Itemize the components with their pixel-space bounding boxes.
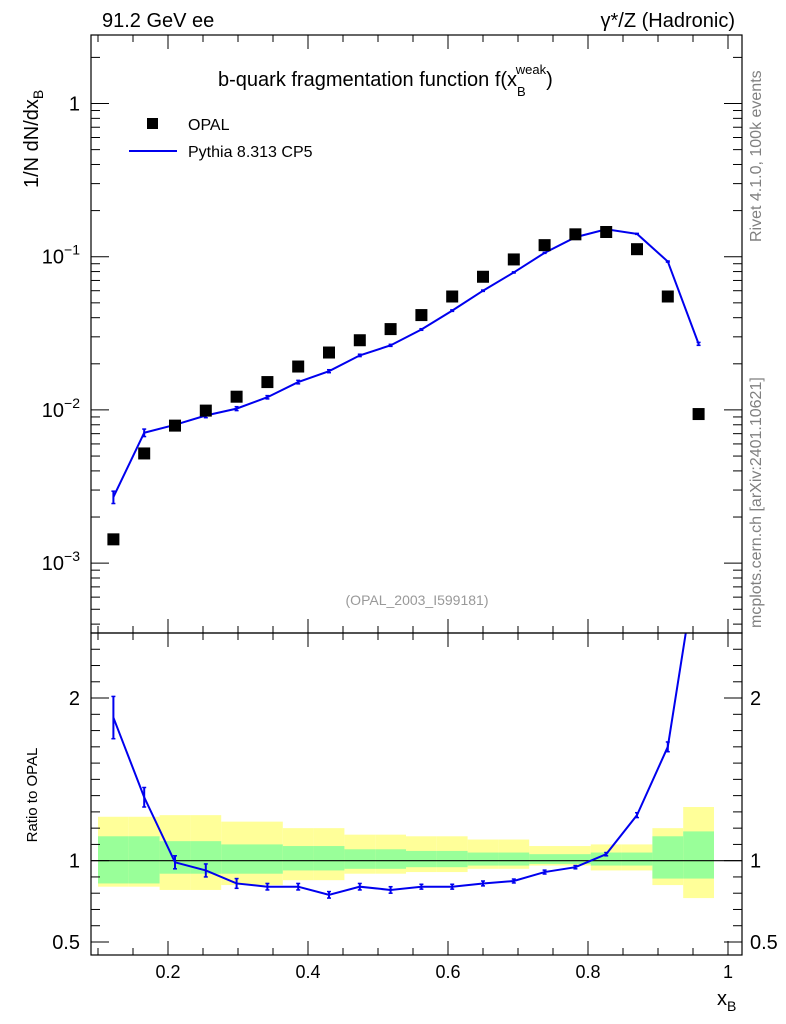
y-tick-label-exp: −2 xyxy=(64,395,80,411)
y-tick-label-exp: −1 xyxy=(64,242,80,258)
ratio-band-inner xyxy=(252,844,283,874)
data-point xyxy=(323,346,335,359)
chart-title-sup: weak xyxy=(515,62,547,77)
ratio-band-inner xyxy=(375,849,406,869)
x-tick-label: 0.6 xyxy=(435,962,460,982)
y-tick-label-main: 10−3 xyxy=(42,548,80,575)
y-tick-label-base: 1 xyxy=(69,94,80,116)
ratio-mc-clipped xyxy=(111,633,687,899)
ratio-frame xyxy=(90,632,743,956)
ratio-band-inner xyxy=(621,852,653,866)
data-point xyxy=(538,239,551,252)
ratio-band-inner xyxy=(560,854,591,864)
data-point xyxy=(446,290,459,303)
data-point xyxy=(230,390,243,403)
mc-line xyxy=(112,228,700,498)
y-tick-label-ratio: 2 xyxy=(69,688,80,710)
x-tick-label: 1 xyxy=(723,962,733,982)
y-tick-label-main: 10−1 xyxy=(42,242,80,269)
data-point xyxy=(631,243,643,256)
chart-title: b-quark fragmentation function f(xBweak) xyxy=(218,62,553,99)
xlabel-text: x xyxy=(717,988,727,1010)
legend-pythia-label: Pythia 8.313 CP5 xyxy=(188,144,313,161)
x-tick-label: 0.4 xyxy=(295,962,320,982)
ratio-band-inner xyxy=(590,852,622,866)
xlabel: xB xyxy=(717,988,736,1014)
data-point xyxy=(199,404,212,417)
chart-title-close: ) xyxy=(546,69,553,91)
y-tick-label-exp: −3 xyxy=(64,548,80,564)
legend-opal-marker xyxy=(147,118,158,129)
x-tick-label: 0.8 xyxy=(575,962,600,982)
data-point xyxy=(261,376,274,389)
chart-title-sub: B xyxy=(517,84,526,99)
y-tick-label-ratio-right: 1 xyxy=(750,851,761,873)
data-point xyxy=(415,309,428,322)
y-tick-label-base: 10 xyxy=(42,400,64,422)
main-panel: 110−110−210−3 xyxy=(42,34,743,634)
ratio-band-inner xyxy=(683,831,714,879)
mcplots-label: mcplots.cern.ch [arXiv:2401.10621] xyxy=(748,377,765,628)
data-point xyxy=(292,360,305,373)
data-point xyxy=(107,533,120,546)
ratio-band-inner xyxy=(436,850,468,868)
ratio-band-inner xyxy=(313,846,345,871)
process-label: γ*/Z (Hadronic) xyxy=(601,10,735,32)
ratio-band-inner xyxy=(498,852,530,866)
mc-series xyxy=(111,228,701,505)
ratio-bands xyxy=(98,807,714,899)
main-ylabel-text: 1/N dN/dx xyxy=(21,99,43,188)
ratio-band-inner xyxy=(98,836,129,884)
ratio-ylabel: Ratio to OPAL xyxy=(24,748,41,843)
y-tick-label-main: 10−2 xyxy=(42,395,80,422)
y-tick-label-ratio: 0.5 xyxy=(52,932,80,954)
y-tick-label-main: 1 xyxy=(69,94,80,116)
xlabel-sub: B xyxy=(727,998,736,1014)
ratio-ticks: 0.5 0.5 1 1 2 2 xyxy=(52,632,778,955)
y-tick-label-ratio-right: 0.5 xyxy=(750,932,778,954)
data-point xyxy=(353,334,366,347)
main-ticks: 110−110−210−3 xyxy=(42,35,742,633)
ratio-band-inner xyxy=(467,852,499,866)
energy-label: 91.2 GeV ee xyxy=(102,10,214,32)
data-point xyxy=(169,419,181,432)
ratio-band-inner xyxy=(529,854,560,864)
x-tick-label: 0.2 xyxy=(155,962,180,982)
data-point xyxy=(138,447,151,460)
x-tick-labels: 0.2 0.4 0.6 0.8 1 xyxy=(155,962,733,982)
data-point xyxy=(661,290,674,303)
y-tick-label-base: 10 xyxy=(42,247,64,269)
y-tick-label-ratio-right: 2 xyxy=(750,688,761,710)
ratio-band-inner xyxy=(221,844,252,874)
data-point xyxy=(477,270,489,283)
main-ylabel: 1/N dN/dxB xyxy=(21,90,46,188)
main-ylabel-sub: B xyxy=(30,90,46,99)
legend: OPAL Pythia 8.313 CP5 xyxy=(129,117,313,161)
ratio-band-inner xyxy=(406,850,437,868)
ratio-panel: 0.5 0.5 1 1 2 2 xyxy=(52,632,778,956)
data-point xyxy=(507,253,520,266)
y-tick-label-base: 10 xyxy=(42,553,64,575)
data-series xyxy=(107,225,705,546)
data-point xyxy=(569,228,582,241)
data-point xyxy=(384,323,397,336)
data-point xyxy=(600,225,613,238)
y-tick-label-ratio: 1 xyxy=(69,851,80,873)
ratio-mc-series xyxy=(111,633,687,899)
ratio-band-inner xyxy=(652,836,684,879)
rivet-label: Rivet 4.1.0, 100k events xyxy=(748,70,765,242)
ratio-band-inner xyxy=(344,849,376,869)
ratio-band-inner xyxy=(128,836,160,884)
data-point xyxy=(692,408,705,421)
legend-opal-label: OPAL xyxy=(188,117,230,134)
analysis-id: (OPAL_2003_I599181) xyxy=(346,592,489,608)
ratio-mc-line xyxy=(112,633,687,896)
chart-title-main: b-quark fragmentation function f(x xyxy=(218,69,517,91)
ratio-band-inner xyxy=(282,846,314,871)
